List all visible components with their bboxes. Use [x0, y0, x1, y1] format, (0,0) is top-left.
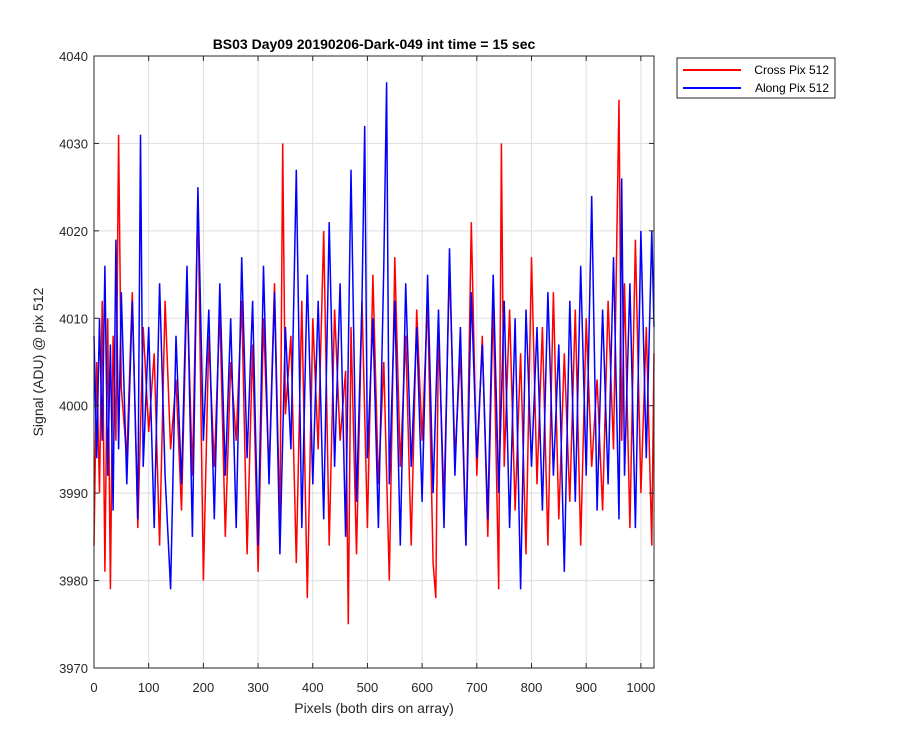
x-tick-label: 900 [575, 680, 597, 695]
plot-frame [93, 55, 655, 669]
x-tick-label: 100 [138, 680, 160, 695]
legend-label-cross: Cross Pix 512 [754, 63, 829, 77]
y-tick-label: 4030 [59, 136, 88, 151]
x-tick-label: 0 [90, 680, 97, 695]
x-tick-label: 300 [247, 680, 269, 695]
legend-label-along: Along Pix 512 [755, 81, 829, 95]
series-line-cross-pix-512 [93, 99, 655, 625]
y-tick-label: 4010 [59, 311, 88, 326]
y-tick-label: 3980 [59, 574, 88, 589]
y-tick-label: 4020 [59, 224, 88, 239]
y-tick-label: 4040 [59, 49, 88, 64]
legend-box [676, 57, 836, 99]
x-tick-label: 700 [466, 680, 488, 695]
y-tick-label: 4000 [59, 399, 88, 414]
series-line-along-pix-512 [93, 82, 655, 590]
x-tick-label: 200 [193, 680, 215, 695]
x-tick-label: 600 [411, 680, 433, 695]
series-group [93, 82, 655, 625]
ticks: 0 100 200 300 400 500 600 700 800 900 1000 3970 3980… [59, 49, 655, 695]
y-tick-label: 3970 [59, 661, 88, 676]
x-tick-label: 500 [357, 680, 379, 695]
x-tick-label: 800 [521, 680, 543, 695]
y-axis-label: Signal (ADU) @ pix 512 [30, 287, 46, 436]
x-tick-label: 400 [302, 680, 324, 695]
chart-title: BS03 Day09 20190206-Dark-049 int time = … [213, 36, 536, 52]
legend: Cross Pix 512 Along Pix 512 [676, 57, 836, 99]
x-tick-label: 1000 [626, 680, 655, 695]
y-tick-label: 3990 [59, 486, 88, 501]
x-axis-label: Pixels (both dirs on array) [294, 700, 454, 716]
